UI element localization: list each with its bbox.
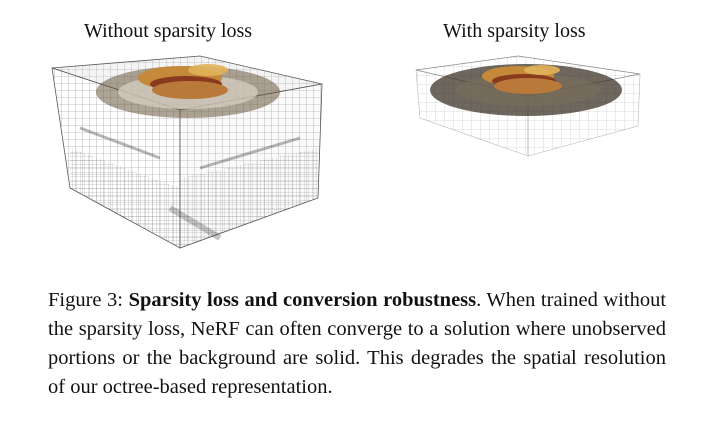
octree-render-with-sparsity xyxy=(415,55,641,157)
panel-title-without-sparsity: Without sparsity loss xyxy=(84,20,253,42)
octree-render-without-sparsity xyxy=(51,55,323,249)
figure-caption: Figure 3: Sparsity loss and conversion r… xyxy=(48,286,666,402)
panel-title-with-sparsity: With sparsity loss xyxy=(443,20,586,42)
hotdog-model xyxy=(482,65,562,94)
caption-bold-title: Sparsity loss and conversion robustness xyxy=(128,289,477,311)
caption-text: . When trained without the sparsity loss… xyxy=(48,289,667,398)
hotdog-model xyxy=(138,64,228,99)
caption-label: Figure 3: xyxy=(48,289,124,311)
